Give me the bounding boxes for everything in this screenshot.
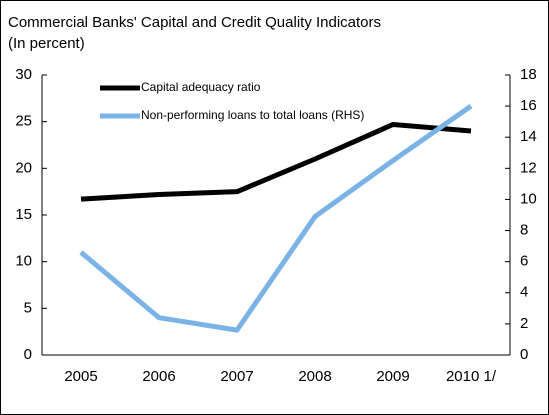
legend-label: Non-performing loans to total loans (RHS…: [141, 108, 364, 122]
y2-tick-label: 0: [520, 346, 528, 363]
x-tick-label: 2006: [142, 368, 175, 385]
y-tick-label: 10: [15, 253, 32, 270]
y-tick-label: 0: [24, 346, 32, 363]
y2-tick-label: 12: [520, 159, 537, 176]
series-line: [79, 104, 473, 333]
x-tick-label: 2007: [220, 368, 253, 385]
y-tick-label: 20: [15, 159, 32, 176]
y2-tick-label: 10: [520, 190, 537, 207]
y-tick-label: 30: [15, 66, 32, 83]
chart-subtitle: (In percent): [8, 35, 85, 52]
legend-label: Capital adequacy ratio: [141, 80, 261, 94]
chart-title: Commercial Banks' Capital and Credit Qua…: [8, 14, 381, 31]
x-tick-label: 2005: [64, 368, 97, 385]
y2-tick-label: 6: [520, 253, 528, 270]
x-tick-label: 2009: [376, 368, 409, 385]
y2-tick-label: 8: [520, 222, 528, 239]
y2-tick-label: 18: [520, 66, 537, 83]
legend: Capital adequacy ratio Non-performing loa…: [100, 80, 364, 122]
y-tick-label: 15: [15, 206, 32, 223]
y2-tick-label: 2: [520, 315, 528, 332]
x-tick-label: 2010 1/: [446, 368, 497, 385]
y2-tick-label: 16: [520, 97, 537, 114]
series-line: [80, 121, 472, 202]
x-tick-label: 2008: [298, 368, 331, 385]
y-tick-label: 5: [24, 299, 32, 316]
y2-tick-label: 4: [520, 284, 528, 301]
y-tick-label: 25: [15, 113, 32, 130]
y2-tick-label: 14: [520, 128, 537, 145]
